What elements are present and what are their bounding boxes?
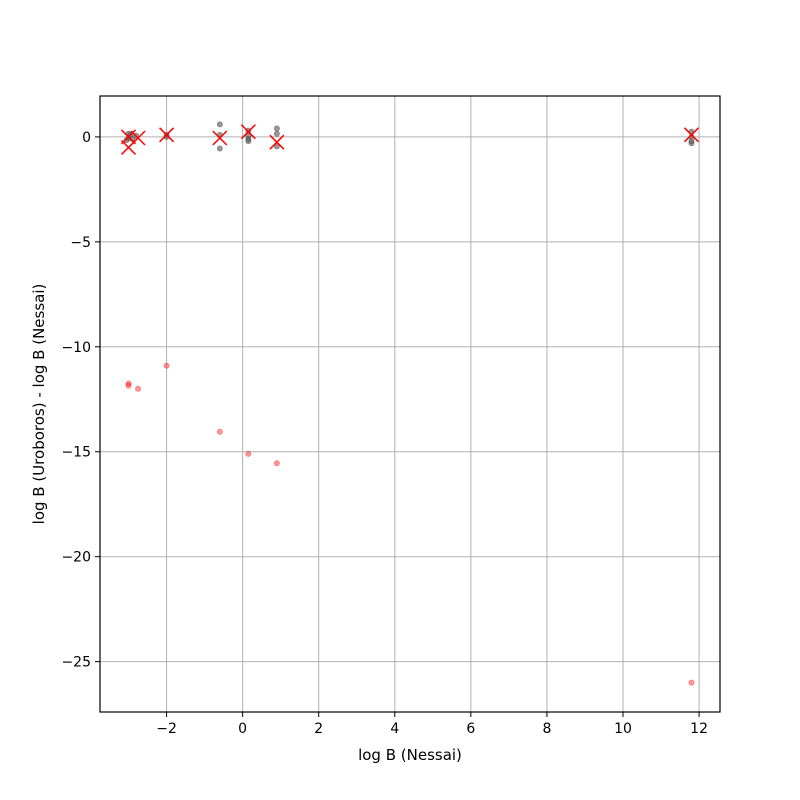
x-marker: [269, 134, 285, 150]
scatter-point: [688, 140, 695, 147]
x-tick-label: 8: [542, 721, 551, 737]
y-tick-label: −10: [61, 340, 91, 356]
scatter-point: [245, 450, 252, 457]
scatter-point: [216, 121, 223, 128]
scatter-point: [123, 137, 130, 144]
scatter-point: [163, 362, 170, 369]
x-marker: [240, 124, 256, 140]
x-tick-label: 12: [690, 721, 708, 737]
x-marker: [683, 127, 700, 143]
scatter-point: [125, 380, 132, 387]
axis-ticks: −2 0 2 4 6 8 10 120−5−10−15−20−25: [61, 130, 708, 737]
data-marks: [120, 121, 700, 686]
scatter-point: [273, 130, 280, 137]
x-tick-label: 6: [466, 721, 475, 737]
y-tick-label: −20: [61, 550, 91, 566]
y-tick-label: −15: [61, 445, 91, 461]
scatter-point: [273, 143, 280, 150]
y-tick-label: 0: [82, 130, 91, 146]
x-axis-label: log B (Nessai): [358, 746, 462, 764]
x-tick-label: −2: [156, 721, 177, 737]
x-tick-label: 10: [614, 721, 632, 737]
plot-frame: [99, 95, 721, 713]
x-marker: [159, 127, 175, 143]
x-marker: [212, 130, 228, 146]
scatter-point: [135, 385, 142, 392]
grid: [100, 96, 720, 712]
scatter-point: [273, 125, 280, 132]
scatter-point: [125, 382, 132, 389]
scatter-point: [273, 460, 280, 467]
scatter-point: [216, 428, 223, 435]
x-tick-label: 0: [238, 721, 247, 737]
x-tick-label: 2: [314, 721, 323, 737]
y-tick-label: −25: [61, 655, 91, 671]
scatter-point: [245, 138, 252, 145]
y-axis-label: log B (Uroboros) - log B (Nessai): [30, 284, 48, 525]
y-tick-label: −5: [70, 235, 91, 251]
x-marker: [130, 130, 146, 146]
scatter-point: [216, 145, 223, 152]
scatter-point: [688, 679, 695, 686]
x-tick-label: 4: [390, 721, 399, 737]
